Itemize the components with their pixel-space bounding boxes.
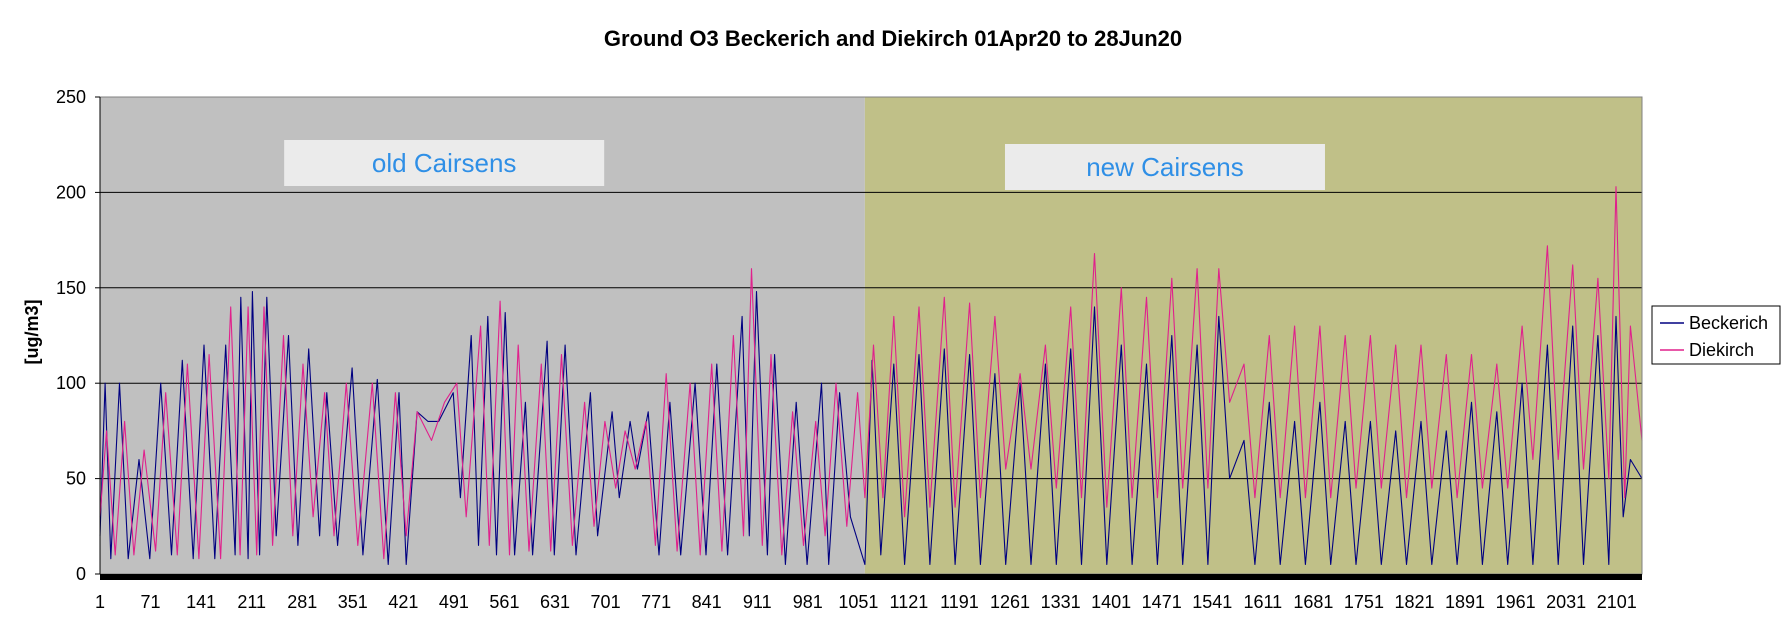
x-tick-label: 631 (540, 592, 570, 612)
chart-title: Ground O3 Beckerich and Diekirch 01Apr20… (604, 26, 1182, 51)
legend-label: Beckerich (1689, 313, 1768, 333)
x-tick-label: 281 (287, 592, 317, 612)
x-tick-label: 1191 (940, 592, 979, 612)
x-tick-label: 1331 (1041, 592, 1081, 612)
x-tick-label: 1541 (1192, 592, 1232, 612)
x-tick-label: 351 (338, 592, 368, 612)
x-tick-label: 841 (692, 592, 722, 612)
legend: Beckerich Diekirch (1651, 305, 1781, 365)
series-lines (99, 186, 1643, 566)
legend-box (1651, 305, 1781, 365)
legend-label: Diekirch (1689, 340, 1754, 360)
x-tick-label: 2031 (1546, 592, 1586, 612)
y-tick-label: 250 (56, 87, 86, 107)
x-tick-label: 1891 (1445, 592, 1485, 612)
annotation-label: new Cairsens (1086, 152, 1244, 182)
series-line-diekirch (99, 186, 1643, 560)
annotation-label: old Cairsens (372, 148, 517, 178)
x-tick-label: 1261 (990, 592, 1030, 612)
x-tick-label: 1401 (1091, 592, 1131, 612)
y-tick-label: 150 (56, 278, 86, 298)
y-tick-label: 200 (56, 182, 86, 202)
x-tick-label: 141 (186, 592, 216, 612)
x-tick-label: 1121 (890, 592, 929, 612)
series-line-beckerich (99, 291, 1643, 566)
y-tick-label: 0 (76, 564, 86, 584)
x-axis-bar (100, 574, 1642, 580)
x-tick-label: 911 (743, 592, 772, 612)
x-tick-label: 71 (141, 592, 161, 612)
y-tick-label: 100 (56, 373, 86, 393)
x-tick-label: 1681 (1293, 592, 1333, 612)
x-tick-label: 491 (439, 592, 469, 612)
x-tick-label: 1751 (1344, 592, 1384, 612)
x-tick-labels: 1 71 141 211 281 351 421 491 561 631 701 771 841 911 9… (95, 592, 1637, 612)
axes (99, 96, 1643, 580)
region-annotations: old Cairsens new Cairsens (284, 140, 1325, 190)
x-tick-label: 211 (237, 592, 266, 612)
x-tick-label: 771 (641, 592, 671, 612)
x-tick-label: 1821 (1394, 592, 1434, 612)
x-tick-label: 981 (793, 592, 823, 612)
x-tick-label: 421 (388, 592, 418, 612)
y-tick-labels: 0 50 100 150 200 250 (56, 87, 100, 584)
annotation-box (1004, 144, 1325, 190)
x-tick-label: 2101 (1597, 592, 1637, 612)
x-tick-label: 1 (95, 592, 105, 612)
x-tick-label: 1961 (1496, 592, 1536, 612)
y-tick-label: 50 (66, 469, 86, 489)
x-tick-label: 1471 (1142, 592, 1182, 612)
x-tick-label: 1611 (1243, 592, 1282, 612)
annotation-box (284, 140, 605, 186)
x-tick-label: 1051 (838, 592, 878, 612)
x-tick-label: 701 (591, 592, 621, 612)
x-tick-label: 561 (489, 592, 519, 612)
y-axis-label: [ug/m3] (22, 300, 42, 365)
